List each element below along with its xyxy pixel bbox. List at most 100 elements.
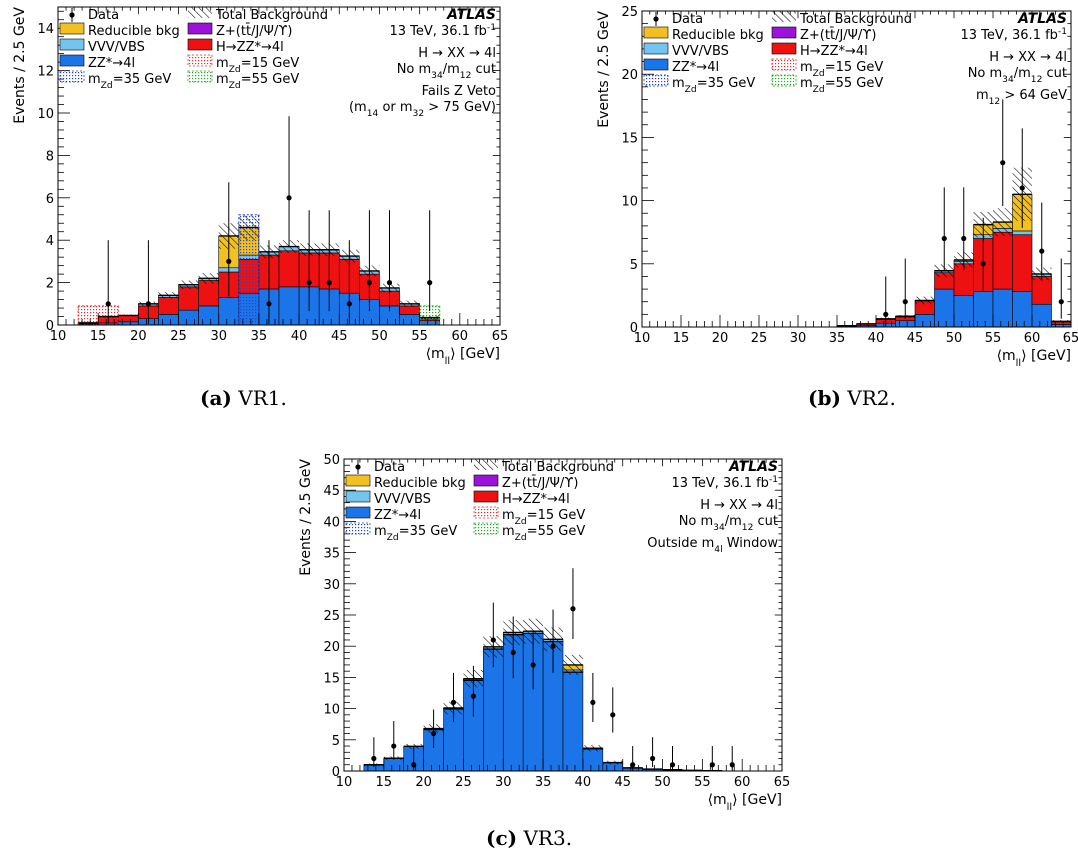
x-tick-label: 50: [654, 775, 671, 790]
x-tick-label: 10: [634, 331, 651, 346]
legend-reducible-label: Reducible bkg: [672, 28, 764, 43]
data-point: [1000, 160, 1006, 166]
x-tick-label: 60: [734, 775, 751, 790]
y-tick-label: 10: [37, 107, 54, 122]
zz-bar: [483, 649, 504, 772]
legend-mzd35-label: mZd=35 GeV: [88, 72, 171, 91]
uncertainty-band: [602, 760, 623, 765]
annotation-3: Fails Z Veto: [422, 84, 496, 99]
zz-bar: [278, 286, 300, 326]
x-tick-label: 20: [415, 775, 432, 790]
data-point: [961, 235, 967, 242]
legend-total-swatch: [188, 7, 212, 18]
legend-mzd15-label: mZd=15 GeV: [216, 56, 299, 75]
y-tick-label: 4: [46, 234, 54, 249]
zz-bar: [934, 288, 955, 328]
legend-reducible-label: Reducible bkg: [88, 24, 180, 39]
uncertainty-band: [178, 280, 199, 289]
x-tick-label: 65: [1063, 331, 1078, 346]
legend-reducible-swatch: [643, 26, 669, 39]
data-point: [1039, 248, 1045, 254]
legend-vvv-swatch: [345, 490, 371, 503]
legend-total_bkg-label: Total Background: [215, 8, 328, 23]
y-tick-label: 6: [46, 192, 54, 207]
data-points: [883, 99, 1064, 327]
x-tick-label: 25: [455, 775, 472, 790]
atlas-label: ATLAS: [446, 7, 496, 23]
zz-bar: [1031, 303, 1052, 328]
histogram-stack: [836, 167, 1072, 328]
uncertainty-band: [383, 756, 404, 761]
legend-vvv-label: VVV/VBS: [374, 492, 431, 507]
legend-data-marker: [653, 16, 659, 22]
histogram-stack: [77, 214, 441, 326]
legend-hzz-swatch: [771, 42, 797, 55]
legend-mzd55-label: mZd=55 GeV: [216, 72, 299, 91]
y-tick-label: 15: [621, 131, 638, 146]
legend-mzd55-swatch: [771, 74, 797, 87]
annotation-4: (m14 or m32 > 75 GeV): [349, 100, 496, 119]
x-tick-label: 35: [829, 331, 846, 346]
data-point: [630, 762, 636, 768]
legend-hzz-label: H→ZZ*→4l: [216, 40, 284, 55]
data-point: [145, 301, 152, 307]
y-tick-label: 10: [323, 703, 340, 718]
zz-bar: [992, 288, 1013, 328]
data-point: [669, 762, 676, 768]
legend-vvv-label: VVV/VBS: [672, 44, 729, 59]
x-tick-label: 65: [774, 775, 791, 790]
uncertainty-band: [837, 325, 857, 327]
zz-bar: [158, 314, 179, 326]
data-point: [550, 643, 556, 649]
y-tick-label: 35: [323, 547, 340, 562]
x-axis-label: ⟨mll⟩ [GeV]: [426, 346, 500, 367]
caption-vr3: (c) VR3.: [486, 826, 572, 850]
legend-mzd35-swatch: [345, 522, 371, 535]
data-point: [470, 693, 477, 699]
data-point: [326, 280, 332, 286]
histogram-stack: [363, 618, 723, 772]
chart-vr2-svg: 10 15 20 25 30 35 40 45 50 55 60 65 0 5 10 15 20 25 ⟨mll⟩ …: [596, 5, 1078, 369]
x-tick-label: 30: [790, 331, 807, 346]
legend-total-swatch: [772, 11, 796, 22]
legend-zz-label: ZZ*→4l: [374, 508, 421, 523]
legend-quarkonia-swatch: [771, 26, 797, 39]
x-tick-label: 65: [492, 329, 509, 344]
uncertainty-band: [934, 264, 954, 278]
annotation-0: H → XX → 4l: [418, 46, 496, 61]
atlas-label: ATLAS: [728, 459, 778, 475]
zz-bar: [914, 314, 935, 328]
data-point: [105, 301, 111, 307]
y-axis-label: Events / 2.5 GeV: [298, 459, 314, 576]
plot-frame: [641, 10, 1072, 328]
energy-label: 13 TeV, 36.1 fb-1: [671, 475, 778, 491]
x-tick-label: 25: [751, 331, 768, 346]
x-tick-label: 10: [336, 775, 353, 790]
legend-mzd15-label: mZd=15 GeV: [502, 508, 585, 527]
uncertainty-band: [642, 768, 663, 770]
data-point: [411, 762, 417, 768]
caption-vr1-label: (a): [200, 386, 232, 410]
zz-bar: [178, 309, 199, 326]
data-point: [902, 299, 908, 305]
x-tick-label: 10: [50, 329, 67, 344]
legend-mzd55-swatch: [187, 70, 213, 83]
legend-total_bkg-label: Total Background: [799, 12, 912, 27]
data-point: [266, 301, 272, 307]
x-tick-label: 50: [371, 329, 388, 344]
data-point: [510, 649, 516, 656]
legend-quarkonia-swatch: [473, 474, 499, 487]
data-point: [430, 730, 437, 737]
y-tick-label: 40: [323, 515, 340, 530]
zz-bar: [895, 320, 916, 328]
hzz-bar: [1012, 234, 1033, 292]
caption-vr2-label: (b): [808, 386, 841, 410]
vvv-bar: [1012, 230, 1033, 236]
annotation-3: m12 > 64 GeV: [976, 88, 1067, 107]
legend-quarkonia-label: Z+(tt̄/J/Ψ/ϒ): [502, 476, 578, 491]
x-tick-label: 55: [985, 331, 1002, 346]
chart-vr3-svg: 10 15 20 25 30 35 40 45 50 55 60 65 0 5 10 15 20 25 30 35 40…: [298, 453, 791, 813]
y-tick-label: 2: [46, 277, 54, 292]
y-tick-label: 30: [323, 578, 340, 593]
